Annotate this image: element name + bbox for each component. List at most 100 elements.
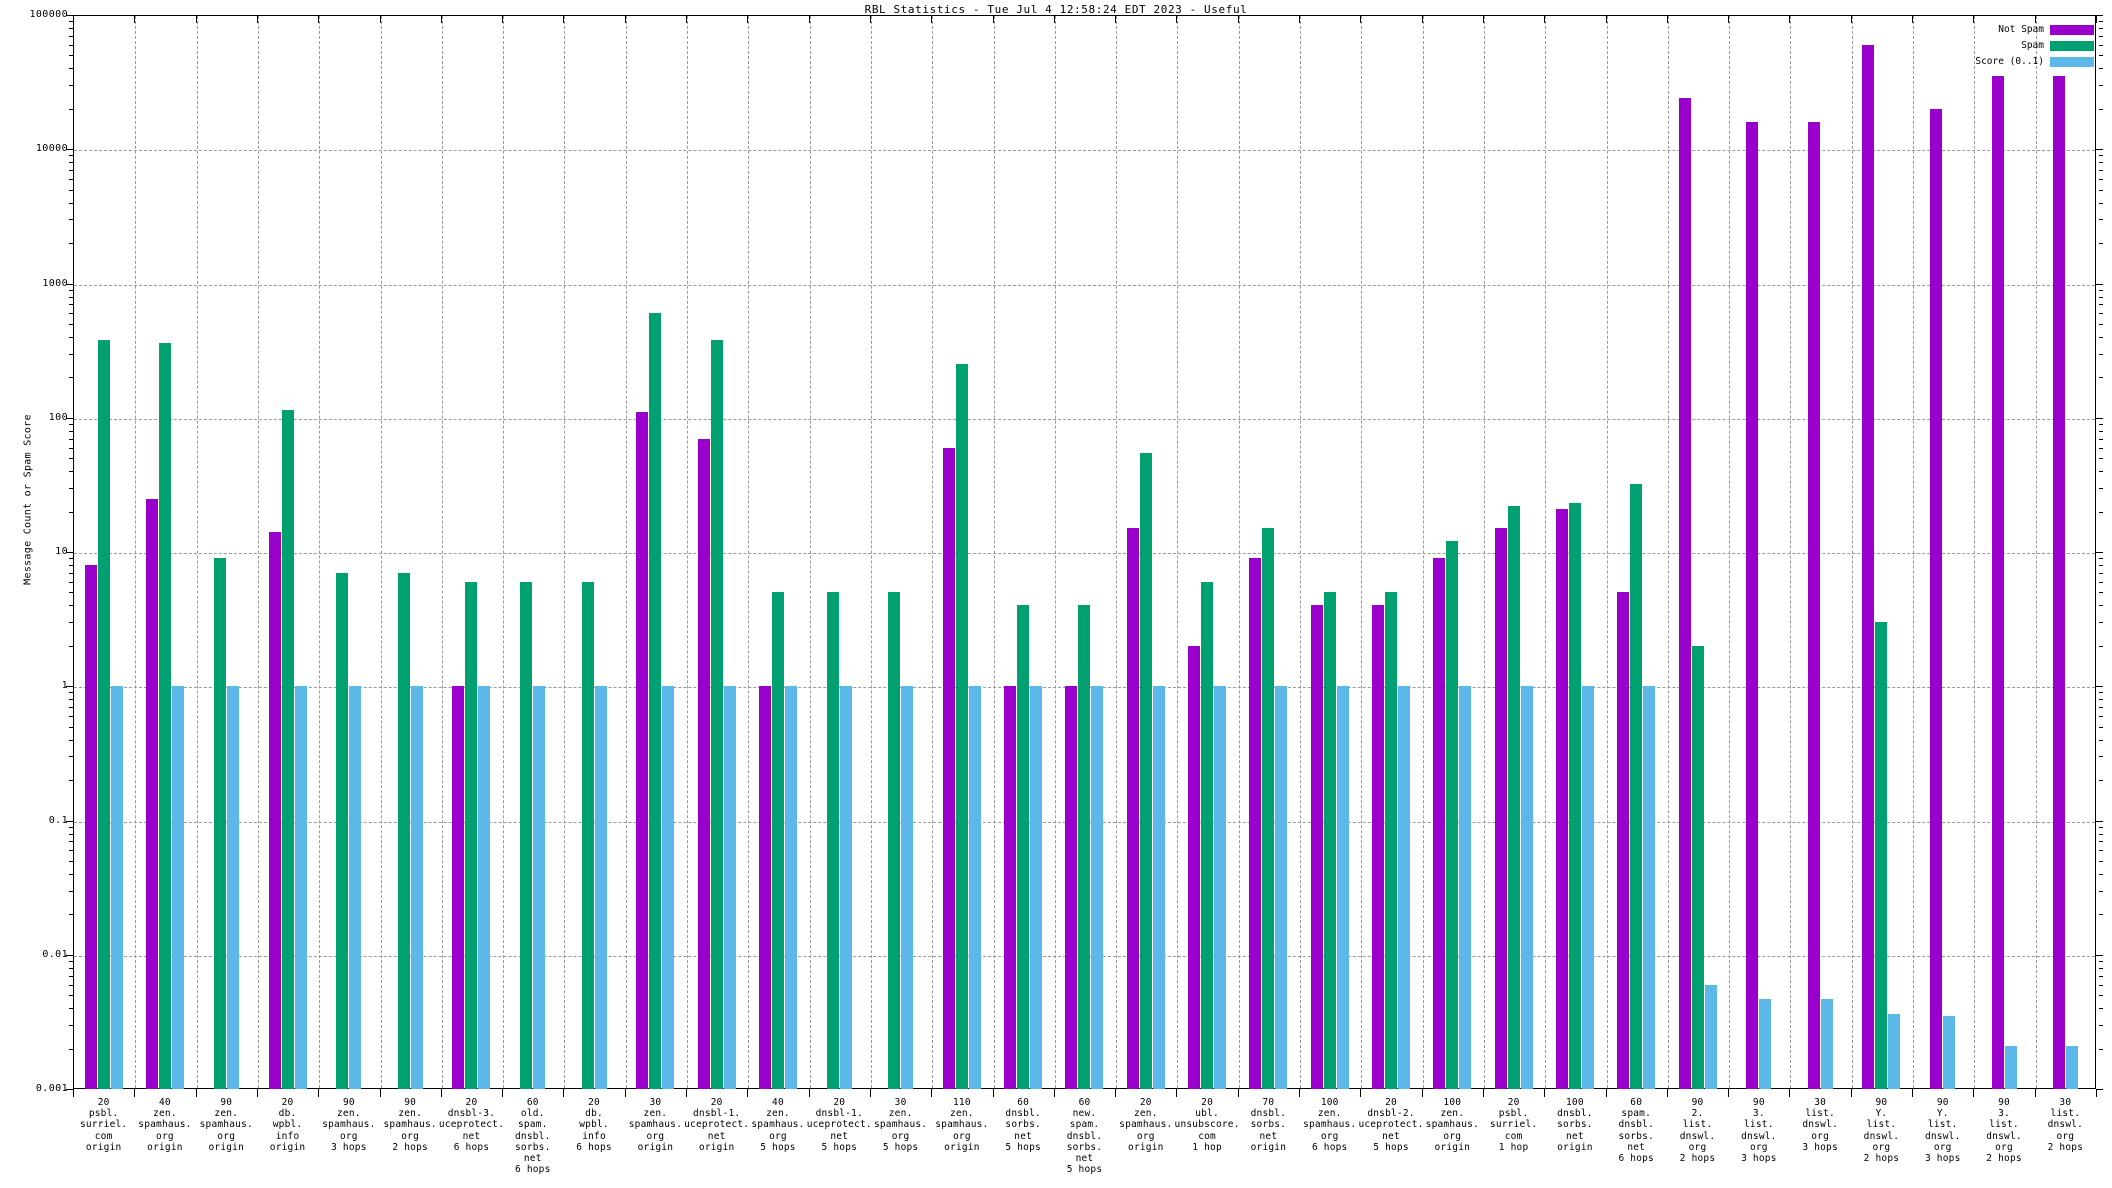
bar-group — [257, 15, 318, 1089]
y-tick-minor — [69, 289, 73, 291]
x-tick — [992, 1089, 994, 1097]
x-tick-top — [73, 15, 74, 23]
bar-group — [73, 15, 134, 1089]
bar-group — [1054, 15, 1115, 1089]
y-tick-minor — [69, 826, 73, 828]
bar-spam — [520, 581, 533, 1089]
x-tick — [1912, 1089, 1914, 1097]
y-tick-minor — [69, 756, 73, 758]
bar-score-0-1 — [226, 686, 239, 1089]
bar-spam — [1568, 503, 1581, 1089]
y-tick-minor — [69, 995, 73, 997]
y-tick-minor-right — [2099, 565, 2103, 566]
y-tick-minor-right — [2099, 739, 2103, 741]
x-tick-top — [1115, 15, 1117, 23]
bar-not-spam — [1126, 528, 1139, 1089]
y-tick-minor-right — [2099, 313, 2103, 315]
x-tick-top — [1053, 15, 1055, 23]
y-tick-minor — [69, 850, 73, 852]
legend-swatch — [2050, 41, 2094, 51]
x-tick-top — [379, 15, 381, 23]
y-tick-major — [66, 954, 73, 956]
y-tick-minor — [69, 189, 73, 191]
bar-spam — [397, 572, 410, 1089]
x-tick-label: 90 zen. spamhaus. org 3 hops — [322, 1097, 376, 1153]
bar-not-spam — [1930, 108, 1943, 1089]
y-tick-minor — [69, 967, 73, 969]
x-tick — [686, 1089, 688, 1097]
horizontal-gridline — [74, 284, 2095, 286]
y-tick-minor-right — [2099, 995, 2103, 997]
x-tick — [1299, 1089, 1301, 1097]
legend-label: Spam — [2021, 40, 2044, 51]
x-axis-tick-labels: 20 psbl. surriel. com origin 40 zen. spam… — [73, 1097, 2096, 1188]
legend-item-spam: Spam — [1975, 38, 2094, 54]
y-tick-minor — [69, 179, 73, 181]
x-tick — [1728, 1089, 1730, 1097]
y-tick-minor-right — [2099, 780, 2103, 782]
bar-score-0-1 — [294, 686, 307, 1089]
y-tick-minor — [69, 841, 73, 843]
bar-spam — [1017, 605, 1030, 1089]
x-tick-top — [808, 15, 810, 23]
x-tick-top — [1360, 15, 1362, 23]
vertical-gridline — [1545, 16, 1547, 1088]
x-tick-top — [318, 15, 320, 23]
bar-score-0-1 — [1759, 998, 1772, 1089]
x-tick-top — [502, 15, 504, 23]
bar-not-spam — [2052, 76, 2065, 1089]
y-tick-minor — [69, 108, 73, 110]
y-tick-major-right — [2096, 283, 2103, 285]
bar-score-0-1 — [410, 686, 423, 1089]
x-tick — [379, 1089, 381, 1097]
y-axis-label: Message Count or Spam Score — [22, 414, 34, 585]
y-tick-minor-right — [2099, 353, 2103, 355]
y-tick-minor-right — [2099, 914, 2103, 916]
y-tick-minor-right — [2099, 28, 2103, 29]
vertical-gridline — [257, 16, 259, 1088]
x-tick — [440, 1089, 442, 1097]
bar-group — [1973, 15, 2034, 1089]
x-tick-top — [195, 15, 197, 23]
vertical-gridline — [1238, 16, 1240, 1088]
x-tick — [1053, 1089, 1055, 1097]
x-tick — [1237, 1089, 1239, 1097]
x-tick — [1789, 1089, 1791, 1097]
bar-score-0-1 — [1214, 686, 1227, 1089]
bar-group — [563, 15, 624, 1089]
y-tick-minor — [69, 511, 73, 513]
x-tick — [73, 1089, 74, 1097]
bar-group — [1483, 15, 1544, 1089]
bar-score-0-1 — [1459, 686, 1472, 1089]
bar-not-spam — [452, 686, 465, 1089]
y-tick-minor — [69, 860, 73, 862]
y-tick-minor-right — [2099, 108, 2103, 110]
x-tick-label: 20 db. wpbl. info 6 hops — [576, 1097, 612, 1153]
y-tick-minor — [69, 1024, 73, 1026]
x-tick-top — [869, 15, 871, 23]
x-tick-label: 110 zen. spamhaus. org origin — [935, 1097, 989, 1153]
y-tick-minor-right — [2099, 35, 2103, 37]
x-tick — [1176, 1089, 1178, 1097]
y-tick-minor — [69, 622, 73, 624]
x-tick-label: 60 spam. dnsbl. sorbs. net 6 hops — [1618, 1097, 1654, 1165]
vertical-gridline — [503, 16, 505, 1088]
y-tick-minor-right — [2099, 243, 2103, 245]
bar-spam — [1139, 452, 1152, 1089]
y-tick-minor — [69, 565, 73, 566]
bar-spam — [1385, 592, 1397, 1089]
x-tick-label: 30 zen. spamhaus. org 5 hops — [873, 1097, 928, 1153]
x-tick — [563, 1089, 565, 1097]
vertical-gridline — [1667, 16, 1669, 1088]
bar-spam — [710, 339, 723, 1089]
y-tick-minor — [69, 699, 73, 701]
bar-spam — [1201, 581, 1214, 1089]
x-tick-top — [1605, 15, 1607, 23]
legend-item-score: Score (0..1) — [1975, 54, 2094, 70]
vertical-gridline — [1422, 16, 1424, 1088]
bar-group — [1789, 15, 1850, 1089]
bar-spam — [281, 409, 294, 1089]
y-tick-minor-right — [2099, 592, 2103, 594]
vertical-gridline — [1483, 16, 1485, 1088]
x-tick-top — [1421, 15, 1423, 23]
